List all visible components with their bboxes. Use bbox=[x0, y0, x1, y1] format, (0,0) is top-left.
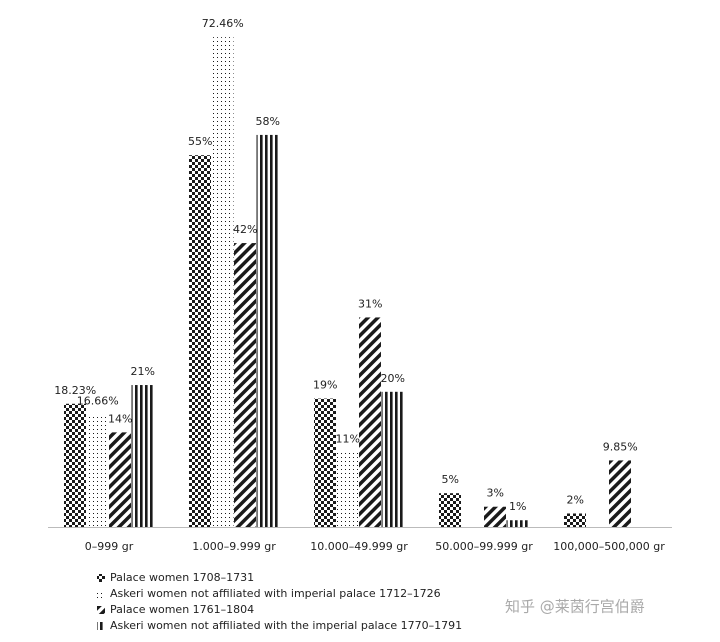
data-label: 3% bbox=[487, 487, 504, 500]
x-tick-label: 0–999 gr bbox=[85, 540, 134, 553]
data-label: 18.23% bbox=[54, 384, 96, 397]
bar bbox=[234, 243, 256, 527]
data-label: 31% bbox=[358, 297, 382, 310]
legend-swatch bbox=[97, 574, 105, 582]
bar bbox=[336, 452, 359, 527]
data-label: 19% bbox=[313, 379, 337, 392]
data-label: 1% bbox=[509, 500, 526, 513]
data-label: 21% bbox=[131, 365, 155, 378]
bar bbox=[564, 513, 586, 527]
bar bbox=[109, 432, 131, 527]
legend-swatch bbox=[97, 622, 105, 630]
data-label: 2% bbox=[567, 493, 584, 506]
data-label: 42% bbox=[233, 223, 257, 236]
data-label: 20% bbox=[381, 372, 405, 385]
data-label: 55% bbox=[188, 135, 212, 148]
bar bbox=[609, 460, 631, 527]
watermark: 知乎 @莱茵行宫伯爵 bbox=[505, 598, 645, 616]
legend-label: Palace women 1761–1804 bbox=[110, 603, 254, 616]
bar bbox=[381, 391, 404, 527]
bar bbox=[211, 37, 234, 527]
legend-label: Palace women 1708–1731 bbox=[110, 571, 254, 584]
data-label: 9.85% bbox=[603, 440, 638, 453]
bar bbox=[131, 385, 154, 527]
x-tick-label: 1.000–9.999 gr bbox=[192, 540, 276, 553]
data-label: 11% bbox=[336, 433, 360, 446]
data-label: 16.66% bbox=[77, 394, 119, 407]
bar bbox=[439, 493, 461, 527]
bar bbox=[484, 506, 506, 527]
data-label: 72.46% bbox=[202, 17, 244, 30]
bar bbox=[86, 414, 109, 527]
legend-swatch bbox=[97, 590, 105, 598]
data-label: 58% bbox=[256, 115, 280, 128]
x-tick-label: 100,000–500,000 gr bbox=[553, 540, 665, 553]
bar bbox=[359, 317, 381, 527]
bar bbox=[256, 134, 279, 528]
legend-label: Askeri women not affiliated with imperia… bbox=[110, 587, 441, 600]
data-label: 5% bbox=[442, 473, 459, 486]
bar bbox=[314, 398, 336, 527]
bar bbox=[506, 520, 529, 527]
x-tick-label: 50.000–99.999 gr bbox=[435, 540, 533, 553]
legend-swatch bbox=[97, 606, 105, 614]
x-tick-label: 10.000–49.999 gr bbox=[310, 540, 408, 553]
data-label: 14% bbox=[108, 412, 132, 425]
bar bbox=[64, 403, 86, 527]
legend-label: Askeri women not affiliated with the imp… bbox=[110, 619, 462, 632]
bar bbox=[189, 155, 211, 527]
